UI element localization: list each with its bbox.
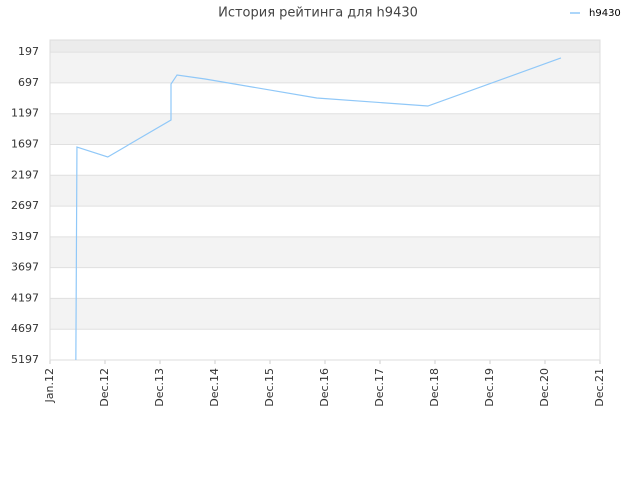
y-tick-label: 3697	[11, 261, 39, 274]
plot-frame	[49, 39, 601, 361]
x-tick-label: Jan.12	[43, 368, 56, 403]
y-tick-label: 697	[18, 76, 39, 89]
x-tick-label: Dec.17	[373, 368, 386, 407]
y-tick-label: 4197	[11, 291, 39, 304]
y-tick-label: 1697	[11, 137, 39, 150]
x-tick-label: Dec.19	[483, 368, 496, 407]
y-tick-label: 2697	[11, 199, 39, 212]
plot-band	[50, 175, 600, 207]
y-tick-label: 4697	[11, 322, 39, 335]
plot-band	[50, 236, 600, 268]
legend-label: h9430	[589, 8, 621, 19]
x-tick-label: Dec.15	[263, 368, 276, 407]
x-tick-label: Dec.16	[318, 368, 331, 407]
series-line	[75, 57, 562, 361]
plot-band	[50, 298, 600, 330]
x-tick-label: Dec.18	[428, 368, 441, 407]
y-tick-label: 1197	[11, 107, 39, 120]
x-tick-label: Dec.12	[98, 368, 111, 407]
y-tick-label: 2197	[11, 168, 39, 181]
y-tick-label: 5197	[11, 353, 39, 366]
plot-band	[50, 52, 600, 83]
x-tick-label: Dec.20	[538, 368, 551, 407]
chart-title: История рейтинга для h9430	[218, 6, 418, 21]
y-tick-label: 197	[18, 45, 39, 58]
x-tick-label: Dec.21	[593, 368, 606, 407]
x-tick-label: Dec.13	[153, 368, 166, 407]
y-tick-label: 3197	[11, 230, 39, 243]
plot-band	[50, 40, 600, 53]
plot-band	[50, 113, 600, 145]
x-tick-label: Dec.14	[208, 368, 221, 407]
